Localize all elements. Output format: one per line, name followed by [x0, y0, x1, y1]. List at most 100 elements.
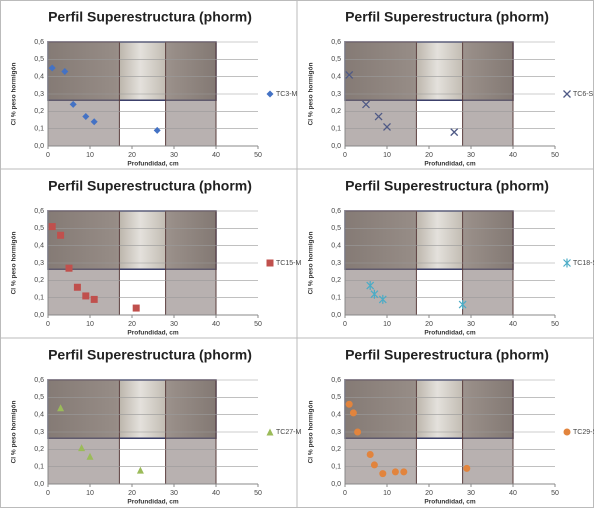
- y-tick-label: 0,3: [331, 429, 341, 436]
- y-tick-label: 0,5: [331, 225, 341, 232]
- legend-label: TC27-M: [276, 429, 301, 436]
- marker: [370, 289, 379, 299]
- x-tick-label: 20: [128, 321, 136, 328]
- marker: [345, 400, 353, 408]
- marker: [73, 283, 81, 291]
- y-tick-label: 0,6: [331, 377, 341, 384]
- chart-panel: Perfil Superestructura (phorm) 0,0 0,1 0,2 0…: [308, 9, 594, 168]
- x-tick-label: 20: [128, 152, 136, 159]
- y-tick-label: 0,4: [34, 412, 44, 419]
- x-axis-label: Profundidad, cm: [127, 499, 179, 506]
- marker: [450, 128, 459, 137]
- y-tick-label: 0,2: [331, 277, 341, 284]
- marker: [57, 404, 65, 412]
- y-tick-label: 0,1: [331, 464, 341, 471]
- y-tick-label: 0,0: [34, 312, 44, 319]
- chart-title: Perfil Superestructura (phorm): [48, 9, 252, 25]
- x-tick-label: 40: [212, 152, 220, 159]
- y-tick-label: 0,1: [34, 295, 44, 302]
- x-tick-label: 0: [343, 490, 347, 497]
- y-tick-label: 0,1: [331, 126, 341, 133]
- legend-label: TC6-S: [573, 91, 594, 98]
- marker: [82, 292, 90, 300]
- marker: [563, 90, 571, 98]
- y-tick-label: 0,0: [331, 143, 341, 150]
- x-tick-label: 10: [383, 490, 391, 497]
- x-tick-label: 30: [170, 152, 178, 159]
- marker: [86, 452, 94, 460]
- legend-label: TC3-M: [276, 91, 298, 98]
- x-tick-label: 30: [467, 152, 475, 159]
- x-tick-label: 0: [343, 321, 347, 328]
- marker: [69, 100, 77, 108]
- y-tick-label: 0,6: [34, 208, 44, 215]
- marker: [153, 126, 161, 134]
- marker: [391, 468, 399, 476]
- x-tick-label: 30: [467, 321, 475, 328]
- marker: [349, 409, 357, 417]
- y-tick-label: 0,5: [34, 225, 44, 232]
- marker: [374, 112, 383, 121]
- y-tick-label: 0,0: [34, 481, 44, 488]
- y-tick-label: 0,5: [331, 394, 341, 401]
- y-tick-label: 0,1: [331, 295, 341, 302]
- y-tick-label: 0,0: [331, 312, 341, 319]
- x-tick-label: 10: [86, 152, 94, 159]
- x-tick-label: 40: [509, 152, 517, 159]
- y-tick-label: 0,3: [34, 429, 44, 436]
- x-tick-label: 20: [425, 321, 433, 328]
- x-tick-label: 40: [509, 490, 517, 497]
- x-axis-label: Profundidad, cm: [424, 499, 476, 506]
- marker: [48, 64, 56, 72]
- marker: [383, 122, 391, 131]
- chart-title: Perfil Superestructura (phorm): [345, 347, 549, 363]
- x-tick-label: 20: [128, 490, 136, 497]
- marker: [57, 231, 65, 239]
- chart-panel: Perfil Superestructura (phorm) 0,0 0,1 0,2 0…: [11, 9, 298, 168]
- marker: [82, 113, 90, 121]
- x-axis-label: Profundidad, cm: [424, 161, 476, 168]
- y-tick-label: 0,4: [34, 243, 44, 250]
- chart-panel: Perfil Superestructura (phorm) 0,0 0,1 0,2 0…: [308, 347, 594, 506]
- marker: [362, 100, 370, 109]
- y-tick-label: 0,2: [34, 108, 44, 115]
- x-tick-label: 10: [383, 321, 391, 328]
- marker: [366, 451, 374, 459]
- chart-title: Perfil Superestructura (phorm): [345, 9, 549, 25]
- x-tick-label: 50: [551, 490, 559, 497]
- y-tick-label: 0,2: [331, 108, 341, 115]
- x-tick-label: 0: [343, 152, 347, 159]
- marker: [563, 428, 571, 436]
- y-tick-label: 0,0: [34, 143, 44, 150]
- marker: [458, 300, 467, 310]
- x-tick-label: 40: [509, 321, 517, 328]
- x-tick-label: 50: [254, 152, 262, 159]
- marker: [136, 466, 144, 474]
- chart-panel: Perfil Superestructura (phorm) 0,0 0,1 0,2 0…: [11, 178, 302, 337]
- marker: [266, 259, 274, 267]
- x-tick-label: 40: [212, 490, 220, 497]
- y-axis-label: Cl % peso hormigón: [11, 401, 18, 464]
- x-tick-label: 10: [86, 321, 94, 328]
- marker: [132, 304, 140, 312]
- y-tick-label: 0,0: [331, 481, 341, 488]
- x-tick-label: 0: [46, 152, 50, 159]
- marker: [345, 70, 354, 79]
- x-axis-label: Profundidad, cm: [127, 161, 179, 168]
- y-tick-label: 0,3: [331, 260, 341, 267]
- y-tick-label: 0,5: [34, 394, 44, 401]
- y-tick-label: 0,4: [331, 412, 341, 419]
- marker: [90, 295, 98, 303]
- marker: [379, 470, 387, 478]
- marker: [354, 428, 362, 436]
- chart-panel: Perfil Superestructura (phorm) 0,0 0,1 0,2 0…: [308, 178, 594, 337]
- x-tick-label: 10: [383, 152, 391, 159]
- legend-label: TC29-S: [573, 429, 594, 436]
- y-tick-label: 0,1: [34, 464, 44, 471]
- y-axis-label: Cl % peso hormigón: [308, 63, 315, 126]
- y-tick-label: 0,4: [34, 74, 44, 81]
- marker: [378, 294, 387, 304]
- marker: [61, 67, 69, 75]
- legend-label: TC15-M: [276, 260, 301, 267]
